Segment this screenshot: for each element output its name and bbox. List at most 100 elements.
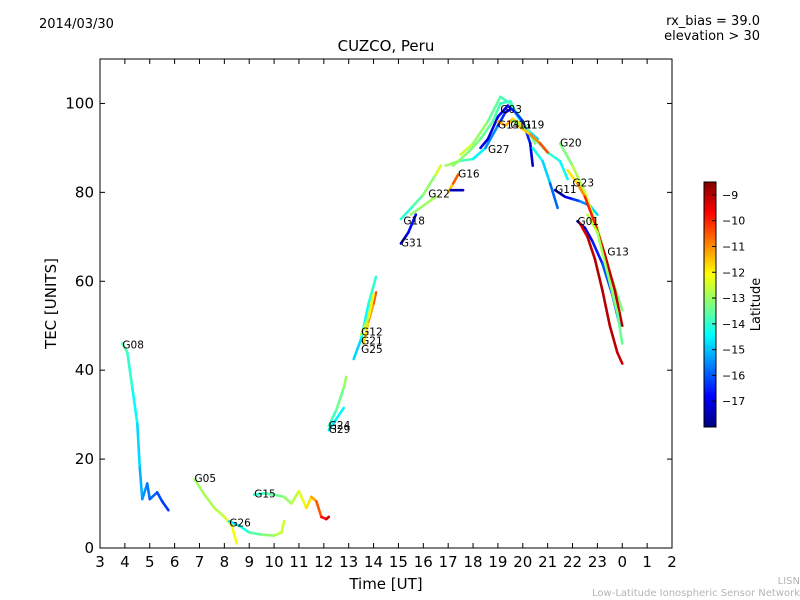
series-label: G03 [500, 104, 522, 116]
series-segment [479, 119, 495, 141]
series-label: G15 [254, 489, 275, 501]
series-segment [126, 351, 134, 390]
series-segment [260, 533, 276, 537]
y-tick-label: 60 [75, 272, 94, 290]
series-segment [484, 124, 500, 150]
series-segment [471, 119, 490, 145]
series-segment [486, 115, 500, 141]
series-label: G05 [195, 473, 217, 485]
series-segment [516, 124, 532, 136]
series-segment [305, 495, 313, 510]
y-tick-label: 0 [84, 539, 94, 557]
series-label: G08 [122, 340, 143, 352]
series-segment [230, 524, 239, 545]
x-tick-label: 6 [170, 553, 180, 571]
series-segment [136, 422, 142, 470]
series-segment [252, 492, 266, 496]
series-segment [325, 515, 331, 521]
series-segment [566, 168, 579, 185]
series-segment [237, 524, 251, 534]
colorbar-ticks: −9 −10 −11 −12 −13 −14 −15 −16 −17 [712, 189, 745, 408]
series-segment [603, 253, 617, 292]
series-segment [282, 495, 293, 505]
series-segment [596, 231, 609, 274]
series-segment [499, 95, 512, 105]
series-layer [121, 95, 624, 545]
series-segment [548, 182, 559, 210]
series-segment [160, 500, 170, 512]
series-segment [496, 104, 510, 119]
colorbar-tick-label: −13 [722, 292, 745, 305]
x-tick-label: 4 [120, 553, 130, 571]
series-segment [228, 520, 241, 528]
series-segment [342, 375, 348, 390]
series-segment [528, 142, 535, 167]
series-segment [456, 157, 475, 163]
x-tick-label: 9 [244, 553, 254, 571]
series-segment [613, 288, 624, 328]
x-tick-label: 23 [588, 553, 607, 571]
series-segment [586, 235, 597, 261]
series-label: G29 [329, 424, 351, 436]
series-G27b [444, 106, 515, 167]
plot-frame [99, 58, 673, 549]
x-tick-label: 14 [364, 553, 383, 571]
series-G19b [516, 124, 549, 154]
series-label: G31 [401, 237, 423, 249]
date-label: 2014/03/30 [39, 17, 114, 32]
x-tick-label: 1 [642, 553, 652, 571]
series-label: G11 [555, 184, 577, 196]
series-segment [466, 137, 482, 154]
series-G08 [121, 342, 170, 512]
series-G16 [446, 173, 460, 194]
series-segment [514, 111, 525, 123]
series-segment [121, 342, 129, 354]
series-segment [576, 182, 587, 199]
x-axis-label: Time [UT] [348, 575, 422, 593]
series-segment [145, 482, 152, 501]
rx-bias-label: rx_bias = 39.0 [666, 14, 760, 29]
series-G12 [359, 293, 375, 336]
x-tick-label: 11 [289, 553, 308, 571]
series-segment [409, 204, 425, 216]
series-segment [327, 408, 338, 428]
series-segment [367, 293, 375, 319]
series-segment [297, 489, 308, 510]
series-segment [352, 337, 363, 361]
series-segment [491, 102, 502, 123]
series-segment [504, 117, 515, 127]
series-segment [546, 151, 562, 163]
series-G29 [327, 406, 346, 432]
series-segment [583, 226, 594, 243]
x-axis: 3 4 5 6 7 8 9 10 11 12 13 14 15 16 17 18 19 20 21 22 23 0 1 2 [95, 59, 677, 571]
series-segment [586, 213, 599, 234]
series-segment [451, 151, 470, 167]
series-segment [496, 119, 507, 127]
elevation-label: elevation > 30 [664, 29, 760, 44]
x-tick-label: 2 [667, 553, 677, 571]
series-segment [407, 213, 418, 234]
series-segment [451, 173, 460, 185]
series-G18 [399, 164, 443, 221]
footer-lisn: LISN [777, 576, 800, 587]
series-segment [367, 275, 378, 305]
series-G11 [496, 117, 525, 127]
x-tick-label: 19 [488, 553, 507, 571]
series-label: G16 [458, 169, 480, 181]
x-tick-label: 7 [195, 553, 205, 571]
series-segment [601, 288, 612, 328]
series-label: G18 [403, 215, 425, 227]
series-label: G27 [488, 144, 510, 156]
series-G15 [252, 489, 331, 521]
series-segment [541, 159, 552, 185]
series-segment [578, 222, 589, 239]
series-segment [571, 164, 587, 194]
x-tick-label: 13 [339, 553, 358, 571]
series-segment [558, 142, 574, 167]
series-G23 [566, 168, 624, 328]
series-segment [272, 531, 283, 537]
series-segment [272, 493, 286, 499]
series-segment [155, 491, 164, 503]
colorbar [703, 181, 717, 428]
